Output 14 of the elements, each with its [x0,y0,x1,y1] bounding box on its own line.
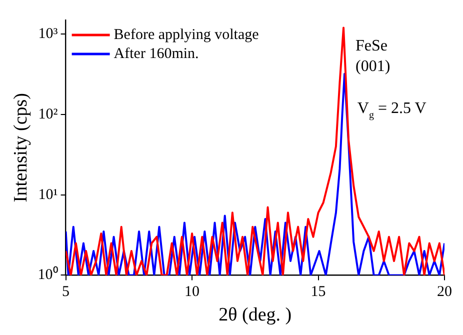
y-tick-label: 10¹ [38,186,58,203]
legend-label: After 160min. [114,46,199,62]
y-tick-label: 10⁰ [38,266,58,284]
annotation: FeSe [356,38,388,55]
x-tick-label: 5 [62,284,70,300]
x-axis-title: 2θ (deg. ) [218,304,292,326]
legend-label: Before applying voltage [114,26,260,43]
x-tick-label: 10 [184,284,200,300]
x-tick-label: 20 [437,284,452,300]
y-axis-title: Intensity (cps) [10,92,32,202]
y-tick-label: 10² [38,106,58,122]
annotation: (001) [356,58,390,76]
x-tick-label: 15 [310,284,326,300]
y-tick-label: 10³ [38,26,58,42]
